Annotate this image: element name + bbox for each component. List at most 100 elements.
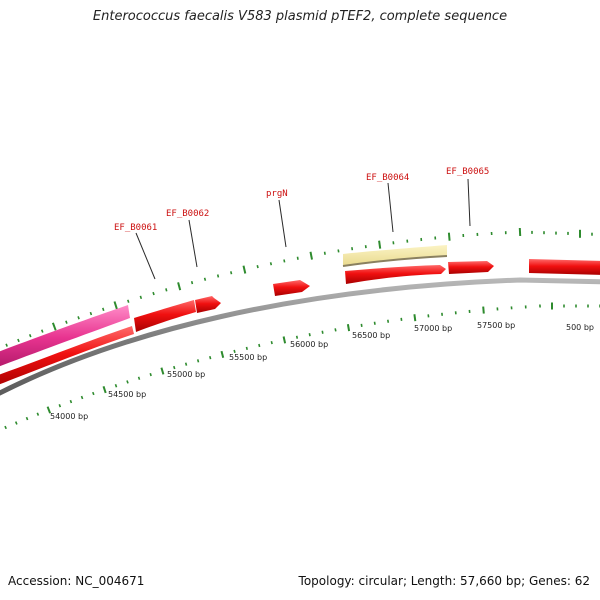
minor-tick <box>77 316 80 320</box>
bp-label: 55000 bp <box>167 370 205 379</box>
major-tick <box>220 350 225 359</box>
minor-tick <box>190 281 194 285</box>
gene-label-ef-b0062[interactable]: EF_B0062 <box>166 209 209 219</box>
minor-tick <box>209 355 212 360</box>
leader-line-prgn <box>278 199 287 248</box>
major-tick <box>447 232 451 241</box>
leader-line-ef-b0061 <box>135 232 156 280</box>
major-tick <box>413 314 417 322</box>
minor-tick <box>28 334 32 338</box>
bp-label: 56000 bp <box>290 340 328 349</box>
major-tick <box>46 406 52 414</box>
minor-tick <box>296 256 299 260</box>
yellow-region-underline <box>342 255 448 267</box>
minor-tick <box>256 265 259 269</box>
accession-text: Accession: NC_004671 <box>8 574 145 588</box>
minor-tick <box>25 416 29 421</box>
major-tick <box>113 301 118 310</box>
major-tick <box>309 251 313 260</box>
bp-label: 54500 bp <box>108 390 146 399</box>
inner-tick-track <box>4 302 600 430</box>
gene-label-ef-b0065[interactable]: EF_B0065 <box>446 167 489 177</box>
gene-arrow-right[interactable] <box>529 259 600 275</box>
minor-tick <box>323 251 326 255</box>
gene-arrow-ef-b0061[interactable] <box>134 300 196 332</box>
minor-tick <box>40 329 44 333</box>
minor-tick <box>233 349 236 353</box>
minor-tick <box>102 307 105 312</box>
yellow-region-feature[interactable] <box>343 245 447 266</box>
minor-tick <box>127 299 130 303</box>
minor-tick <box>65 320 68 324</box>
bp-label: 56500 bp <box>352 331 390 340</box>
major-tick <box>282 336 287 344</box>
minor-tick <box>17 338 20 343</box>
major-tick <box>242 265 247 274</box>
outer-tick-track <box>5 227 593 347</box>
minor-tick <box>165 288 168 292</box>
major-tick <box>346 324 351 332</box>
minor-tick <box>230 271 233 275</box>
major-tick <box>482 306 485 314</box>
bp-label: 57000 bp <box>414 324 452 333</box>
minor-tick <box>14 421 18 425</box>
highlighted-gene-arrow[interactable] <box>0 305 130 370</box>
gene-arrow-inner-left[interactable] <box>0 326 134 388</box>
minor-tick <box>258 343 261 348</box>
minor-tick <box>295 335 299 339</box>
minor-tick <box>69 399 73 404</box>
leader-line-ef-b0065 <box>467 178 471 227</box>
minor-tick <box>92 391 95 396</box>
minor-tick <box>334 328 337 332</box>
minor-tick <box>203 277 207 281</box>
minor-tick <box>152 291 155 296</box>
minor-tick <box>269 262 273 266</box>
minor-tick <box>184 362 188 366</box>
bp-label: 500 bp <box>566 323 594 332</box>
minor-tick <box>58 404 62 408</box>
minor-tick <box>173 365 176 370</box>
minor-tick <box>126 380 129 384</box>
major-tick <box>160 367 165 375</box>
minor-tick <box>89 311 93 316</box>
bp-label: 55500 bp <box>229 353 267 362</box>
bp-label: 57500 bp <box>477 321 515 330</box>
minor-tick <box>36 412 40 416</box>
minor-tick <box>114 384 118 388</box>
minor-tick <box>387 319 390 323</box>
gene-arrow-ef-b0065[interactable] <box>448 261 494 274</box>
minor-tick <box>337 249 340 253</box>
minor-tick <box>196 359 200 363</box>
minor-tick <box>139 295 143 300</box>
major-tick <box>51 322 57 331</box>
bp-label: 54000 bp <box>50 412 88 421</box>
minor-tick <box>245 346 248 350</box>
minor-tick <box>5 343 8 347</box>
major-tick <box>378 240 382 249</box>
minor-tick <box>321 330 324 334</box>
gene-label-prgn[interactable]: prgN <box>266 189 288 199</box>
minor-tick <box>270 341 273 345</box>
major-tick <box>102 385 107 394</box>
gene-arrow-ef-b0062[interactable] <box>195 296 221 313</box>
gene-label-ef-b0064[interactable]: EF_B0064 <box>366 173 409 183</box>
minor-tick <box>149 372 152 377</box>
major-tick <box>177 282 182 291</box>
topology-summary: Topology: circular; Length: 57,660 bp; G… <box>298 574 590 588</box>
minor-tick <box>373 321 376 325</box>
minor-tick <box>283 259 286 263</box>
gene-arrow-ef-b0064[interactable] <box>345 265 446 284</box>
minor-tick <box>4 425 7 430</box>
minor-tick <box>216 274 220 278</box>
map-title: Enterococcus faecalis V583 plasmid pTEF2… <box>92 9 508 24</box>
gene-arrow-prgn[interactable] <box>273 280 310 296</box>
minor-tick <box>308 333 311 337</box>
leader-line-ef-b0062 <box>188 219 198 268</box>
gene-label-ef-b0061[interactable]: EF_B0061 <box>114 223 157 233</box>
minor-tick <box>80 395 84 400</box>
plasmid-backbone <box>0 277 600 396</box>
leader-line-ef-b0064 <box>387 182 394 233</box>
minor-tick <box>137 376 141 380</box>
